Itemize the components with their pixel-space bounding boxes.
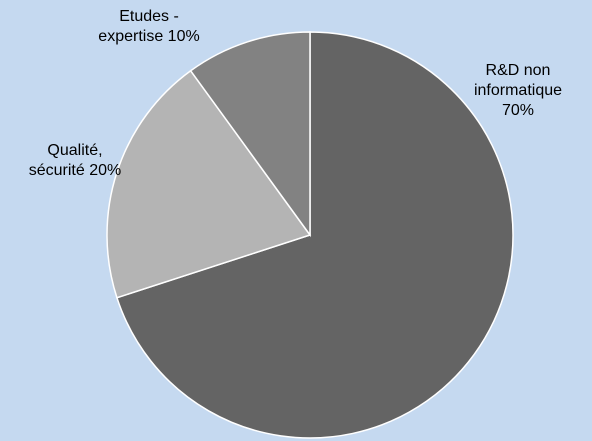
slice-label-rd: R&D non informatique 70%	[458, 61, 578, 121]
slice-label-qualite: Qualité, sécurité 20%	[10, 141, 140, 181]
slice-label-qualite-line-1: Qualité,	[47, 142, 103, 159]
slice-label-etudes-line-1: Etudes -	[119, 8, 179, 25]
slice-label-etudes-line-2: expertise 10%	[98, 28, 200, 45]
slice-label-etudes: Etudes - expertise 10%	[84, 7, 214, 47]
pie-slice-rd	[115, 31, 514, 439]
slice-label-rd-line-2: informatique	[473, 82, 563, 99]
slice-label-qualite-line-2: sécurité 20%	[28, 162, 122, 179]
pie-slice-etudes	[189, 31, 311, 238]
slice-label-rd-line-3: 70%	[501, 102, 535, 119]
slice-label-rd-line-1: R&D non	[485, 62, 551, 79]
pie-slice-qualite	[106, 69, 312, 299]
